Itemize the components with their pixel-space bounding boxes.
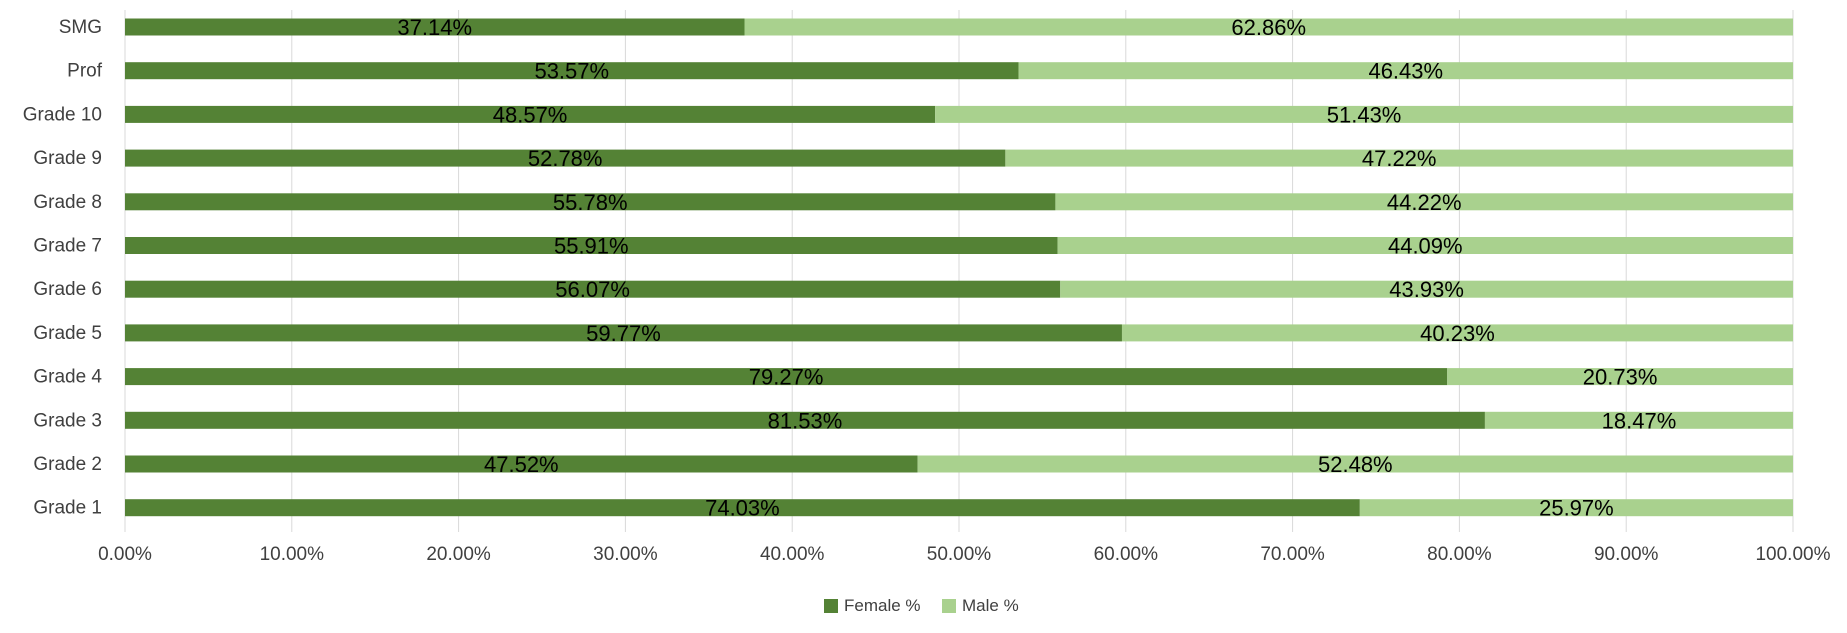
data-label-female-grade-6: 56.07%	[555, 277, 630, 302]
data-label-female-smg: 37.14%	[397, 15, 472, 40]
bar-male-grade-10	[935, 105, 1793, 123]
data-label-female-grade-3: 81.53%	[768, 408, 843, 433]
data-label-female-grade-9: 52.78%	[528, 146, 603, 171]
data-label-male-grade-8: 44.22%	[1387, 190, 1462, 215]
y-tick-label-grade-2: Grade 2	[33, 454, 102, 475]
x-tick-label: 30.00%	[593, 544, 658, 565]
x-tick-label: 50.00%	[927, 544, 992, 565]
bar-male-grade-7	[1057, 237, 1793, 254]
data-label-female-grade-7: 55.91%	[554, 234, 629, 259]
x-tick-label: 60.00%	[1094, 544, 1159, 565]
legend-label-male: Male %	[962, 596, 1019, 615]
data-label-male-grade-6: 43.93%	[1389, 277, 1464, 302]
y-tick-label-grade-1: Grade 1	[33, 498, 102, 519]
data-label-male-grade-4: 20.73%	[1583, 365, 1658, 390]
x-tick-label: 100.00%	[1755, 544, 1830, 565]
data-label-male-grade-5: 40.23%	[1420, 321, 1495, 346]
x-tick-label: 20.00%	[426, 544, 491, 565]
data-label-female-grade-10: 48.57%	[493, 102, 568, 127]
bar-female-grade-3	[125, 411, 1485, 429]
data-label-male-grade-9: 47.22%	[1362, 146, 1437, 171]
bar-female-grade-7	[125, 237, 1058, 254]
y-tick-label-grade-8: Grade 8	[33, 192, 102, 213]
y-tick-label-smg: SMG	[59, 17, 102, 38]
bar-female-grade-8	[125, 193, 1056, 211]
data-label-male-grade-2: 52.48%	[1318, 452, 1393, 477]
data-label-female-prof: 53.57%	[534, 59, 609, 84]
data-label-female-grade-5: 59.77%	[586, 321, 661, 346]
bar-male-smg	[744, 18, 1794, 36]
bar-male-grade-8	[1055, 193, 1793, 211]
legend-swatch-female	[824, 599, 838, 613]
x-tick-label: 0.00%	[98, 544, 152, 565]
y-tick-label-grade-5: Grade 5	[33, 323, 102, 344]
bar-female-grade-5	[125, 324, 1122, 342]
bar-female-grade-1	[125, 499, 1360, 517]
bar-male-grade-1	[1359, 499, 1793, 517]
bar-female-grade-6	[125, 280, 1061, 298]
data-label-male-grade-10: 51.43%	[1327, 102, 1402, 127]
y-tick-label-grade-4: Grade 4	[33, 367, 102, 388]
y-tick-label-grade-6: Grade 6	[33, 279, 102, 300]
bar-female-grade-4	[125, 368, 1448, 386]
bar-female-prof	[125, 62, 1019, 80]
data-label-male-grade-1: 25.97%	[1539, 496, 1614, 521]
y-tick-label-grade-7: Grade 7	[33, 236, 102, 257]
bar-male-grade-9	[1005, 149, 1793, 167]
y-tick-label-grade-10: Grade 10	[23, 104, 102, 125]
data-label-male-prof: 46.43%	[1368, 59, 1443, 84]
x-tick-label: 70.00%	[1260, 544, 1325, 565]
data-label-male-grade-3: 18.47%	[1602, 408, 1677, 433]
data-label-male-grade-7: 44.09%	[1388, 234, 1463, 259]
bar-male-grade-2	[917, 455, 1793, 473]
legend-swatch-male	[942, 599, 956, 613]
legend-label-female: Female %	[844, 596, 921, 615]
data-label-female-grade-1: 74.03%	[705, 496, 780, 521]
bar-male-prof	[1018, 62, 1793, 80]
bar-female-grade-10	[125, 105, 936, 123]
data-label-female-grade-4: 79.27%	[749, 365, 824, 390]
x-tick-label: 90.00%	[1594, 544, 1659, 565]
bar-male-grade-4	[1447, 368, 1793, 386]
bar-male-grade-3	[1484, 411, 1793, 429]
x-tick-label: 40.00%	[760, 544, 825, 565]
x-tick-label: 10.00%	[260, 544, 325, 565]
y-tick-label-prof: Prof	[67, 61, 103, 82]
data-label-male-smg: 62.86%	[1231, 15, 1306, 40]
bar-female-grade-2	[125, 455, 918, 473]
data-label-female-grade-8: 55.78%	[553, 190, 628, 215]
bar-female-grade-9	[125, 149, 1006, 167]
bar-female-smg	[125, 18, 745, 36]
y-tick-label-grade-9: Grade 9	[33, 148, 102, 169]
data-label-female-grade-2: 47.52%	[484, 452, 559, 477]
x-tick-label: 80.00%	[1427, 544, 1492, 565]
bar-male-grade-5	[1121, 324, 1793, 342]
bar-male-grade-6	[1060, 280, 1793, 298]
y-tick-label-grade-3: Grade 3	[33, 410, 102, 431]
